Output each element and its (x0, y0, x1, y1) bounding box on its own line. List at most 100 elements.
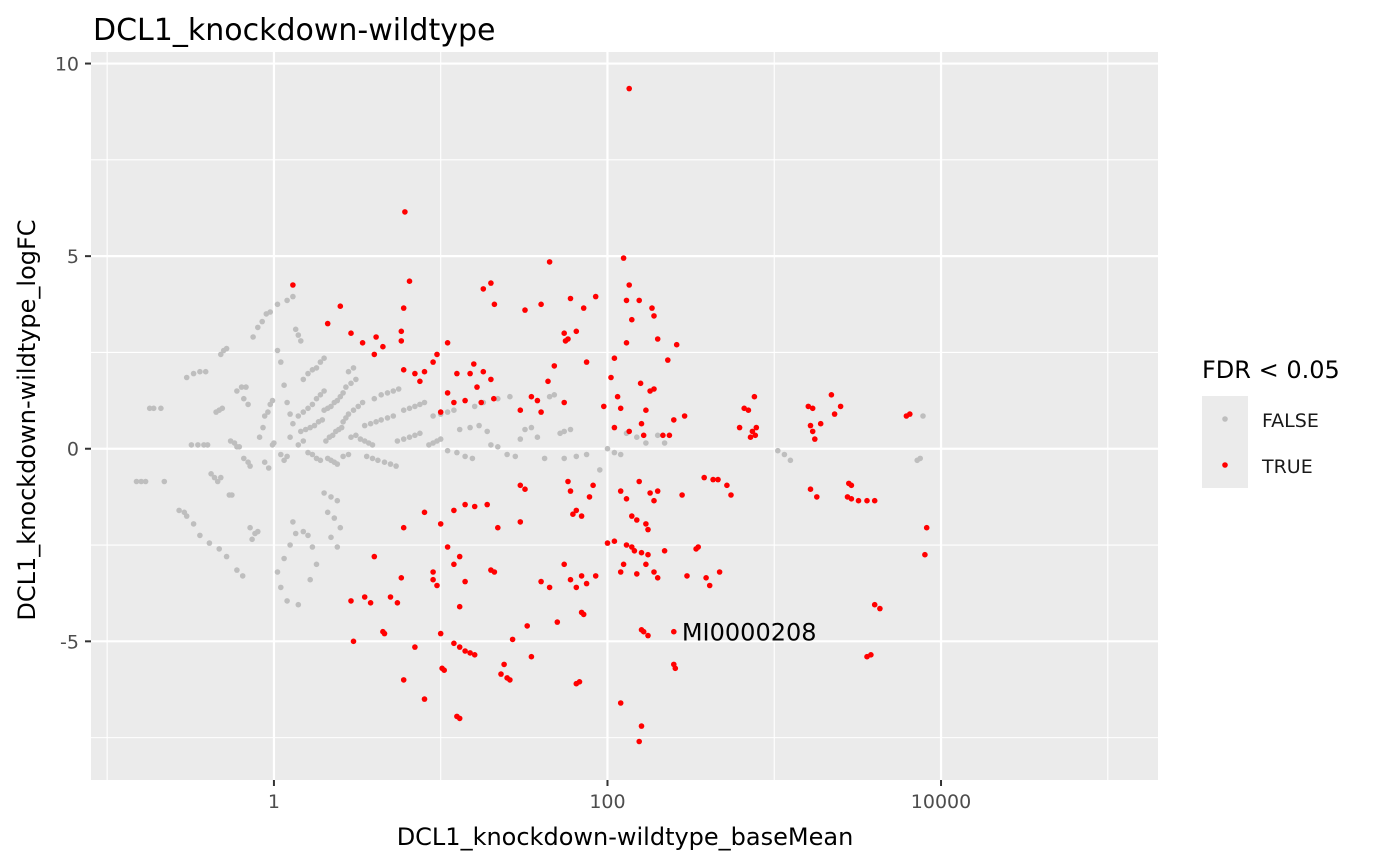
point-false (195, 442, 201, 448)
point-true (398, 328, 405, 335)
data-points (133, 85, 930, 745)
point-false (467, 424, 473, 431)
point-true (640, 432, 647, 439)
point-false (281, 382, 287, 389)
point-true (716, 569, 723, 575)
point-true (359, 340, 366, 346)
point-true (398, 575, 405, 581)
point-true (634, 571, 640, 577)
point-false (444, 447, 451, 454)
point-true (501, 661, 507, 668)
point-true (421, 368, 428, 375)
point-true (551, 363, 558, 369)
point-false (917, 455, 923, 462)
point-true (567, 488, 574, 494)
point-false (426, 442, 432, 448)
point-false (313, 365, 320, 371)
point-true (681, 413, 688, 419)
point-false (295, 601, 302, 608)
point-true (337, 303, 344, 310)
point-annotation: MI0000208 (682, 619, 817, 647)
point-true (480, 286, 487, 292)
point-true (643, 407, 649, 414)
point-true (749, 428, 756, 435)
point-true (573, 507, 580, 514)
point-true (620, 561, 627, 568)
point-true (491, 301, 498, 308)
point-false (495, 395, 501, 402)
point-false (369, 455, 376, 462)
point-true (361, 594, 368, 600)
point-false (278, 584, 284, 591)
point-false (488, 442, 494, 448)
point-true (371, 553, 378, 560)
point-false (142, 478, 149, 485)
point-false (214, 478, 221, 485)
point-false (406, 434, 413, 441)
point-false (469, 455, 476, 462)
point-true (578, 513, 585, 519)
point-true (528, 393, 535, 400)
legend-title: FDR < 0.05 (1202, 356, 1340, 384)
point-true (578, 573, 585, 579)
point-false (284, 399, 290, 406)
point-false (211, 474, 218, 481)
point-true (623, 542, 630, 548)
point-false (239, 573, 246, 579)
point-false (390, 413, 397, 419)
point-false (298, 428, 304, 435)
point-true (491, 395, 497, 402)
point-false (561, 428, 567, 435)
point-true (877, 605, 883, 612)
point-false (281, 555, 287, 562)
point-false (534, 434, 541, 441)
point-true (907, 411, 913, 417)
point-true (546, 584, 553, 591)
point-true (848, 482, 855, 489)
point-true (573, 328, 580, 335)
point-false (421, 399, 428, 406)
point-false (512, 453, 519, 460)
point-false (247, 463, 253, 469)
point-false (787, 457, 794, 464)
point-false (236, 444, 243, 450)
point-true (524, 623, 530, 629)
y-axis: 10 5 0 -5 (55, 54, 91, 653)
point-false (305, 532, 311, 539)
point-true (444, 544, 451, 550)
point-false (661, 440, 668, 446)
point-true (507, 677, 513, 683)
point-true (715, 476, 721, 483)
y-tick-label: -5 (60, 631, 79, 653)
point-true (922, 551, 928, 558)
point-false (190, 521, 197, 527)
point-false (278, 451, 284, 458)
point-false (504, 451, 510, 458)
point-true (871, 497, 878, 504)
point-false (350, 365, 357, 371)
point-false (920, 413, 926, 419)
point-true (809, 428, 816, 435)
point-true (807, 486, 814, 493)
point-false (546, 393, 553, 400)
y-tick-label: 5 (67, 246, 79, 268)
point-true (631, 548, 638, 554)
point-true (620, 255, 627, 261)
point-true (583, 580, 590, 587)
point-true (412, 644, 418, 650)
point-true (623, 297, 630, 304)
point-false (261, 459, 268, 466)
point-false (456, 426, 463, 433)
x-axis: 1 100 10000 (268, 780, 971, 813)
point-false (267, 309, 274, 315)
point-false (551, 392, 558, 398)
point-false (343, 384, 349, 390)
point-false (412, 403, 418, 410)
point-false (208, 471, 214, 477)
point-false (281, 457, 287, 464)
point-true (728, 492, 734, 498)
point-true (671, 628, 677, 635)
point-true (580, 305, 587, 311)
point-true (586, 494, 593, 500)
point-false (495, 444, 501, 450)
